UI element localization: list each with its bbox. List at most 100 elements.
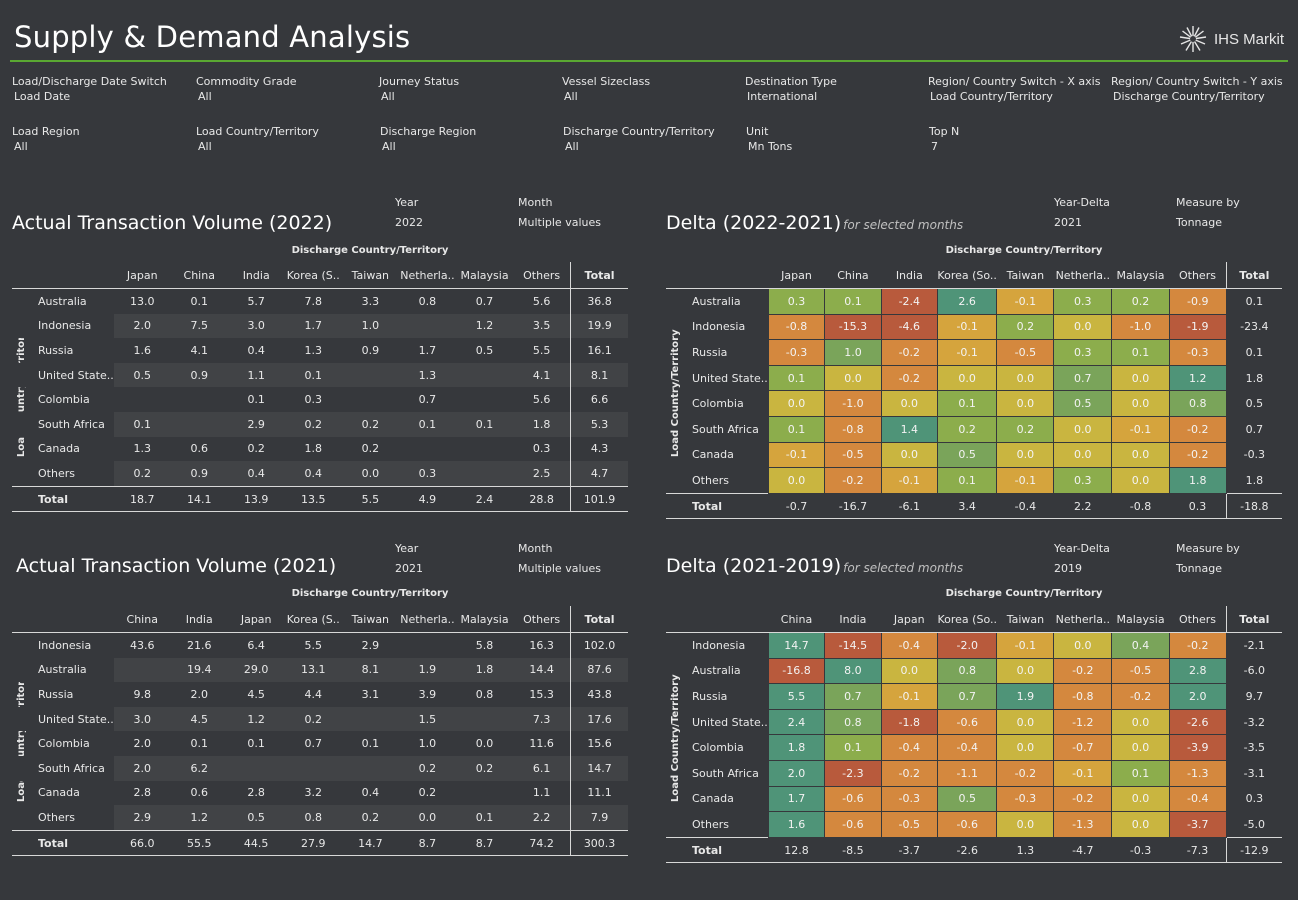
heatmap-cell[interactable]: -0.5 <box>824 441 882 469</box>
table-cell[interactable]: 3.3 <box>361 294 380 308</box>
column-total-cell[interactable]: 12.8 <box>768 836 825 864</box>
heatmap-cell[interactable]: -1.0 <box>1111 313 1170 341</box>
heatmap-cell[interactable]: 0.0 <box>1053 415 1113 443</box>
column-total-cell[interactable]: 2.4 <box>456 485 514 513</box>
row-total-cell[interactable]: 36.8 <box>570 288 628 314</box>
table-cell[interactable]: 1.1 <box>532 786 551 800</box>
filter-date-switch[interactable]: Load/Discharge Date Switch Load Date <box>12 75 167 103</box>
heatmap-cell[interactable]: -0.1 <box>996 467 1055 494</box>
heatmap-cell[interactable]: 0.1 <box>824 734 882 761</box>
heatmap-cell[interactable]: 1.8 <box>1168 467 1227 494</box>
table-cell[interactable]: 43.6 <box>129 638 155 652</box>
table-cell[interactable]: 0.2 <box>456 755 514 781</box>
heatmap-cell[interactable]: 0.0 <box>880 657 938 685</box>
column-total-cell[interactable]: 8.7 <box>456 829 514 857</box>
row-header[interactable]: Others <box>692 817 729 831</box>
grand-total-cell[interactable]: 300.3 <box>570 829 628 857</box>
row-header[interactable]: Russia <box>38 343 74 357</box>
table-cell[interactable] <box>170 411 228 437</box>
column-total-cell[interactable]: 28.8 <box>513 485 571 513</box>
table-cell[interactable]: 1.0 <box>418 737 437 751</box>
row-total-cell[interactable]: 14.7 <box>570 755 628 781</box>
column-header[interactable]: Others <box>513 606 571 633</box>
row-total-cell[interactable]: 19.9 <box>570 313 628 339</box>
column-total-cell[interactable]: 3.4 <box>937 492 997 520</box>
table-cell[interactable]: 0.7 <box>304 737 322 751</box>
table-cell[interactable] <box>398 313 456 339</box>
row-header[interactable]: Australia <box>12 657 114 683</box>
param-measure-by-2[interactable]: Measure by Tonnage <box>1176 542 1240 575</box>
row-header[interactable]: Indonesia <box>692 320 746 334</box>
filter-commodity-grade[interactable]: Commodity Grade All <box>196 75 297 103</box>
table-cell[interactable] <box>456 387 513 412</box>
heatmap-cell[interactable]: -3.7 <box>1168 811 1227 838</box>
heatmap-cell[interactable]: 0.3 <box>1053 339 1113 366</box>
column-header[interactable]: Japan <box>881 606 938 633</box>
heatmap-cell[interactable]: 0.5 <box>936 785 998 813</box>
heatmap-cell[interactable]: 0.2 <box>1111 288 1170 315</box>
table-cell[interactable]: 0.5 <box>227 805 285 831</box>
heatmap-cell[interactable]: 0.0 <box>996 708 1055 736</box>
table-cell[interactable]: 0.4 <box>227 461 285 487</box>
table-cell[interactable]: 1.3 <box>398 362 456 388</box>
column-total-cell[interactable]: -2.6 <box>937 836 997 864</box>
heatmap-cell[interactable]: -0.1 <box>996 288 1055 315</box>
row-total-cell[interactable]: 1.8 <box>1225 365 1282 391</box>
table-cell[interactable]: 4.1 <box>190 343 208 357</box>
table-cell[interactable] <box>342 387 399 412</box>
heatmap-cell[interactable]: 0.0 <box>880 441 938 469</box>
table-cell[interactable]: 3.2 <box>304 786 322 800</box>
table-cell[interactable]: 0.8 <box>475 687 494 701</box>
table-cell[interactable]: 3.5 <box>513 313 571 339</box>
column-header[interactable]: Malaysia <box>1111 606 1170 633</box>
heatmap-cell[interactable]: 0.0 <box>996 657 1055 685</box>
table-cell[interactable]: 0.2 <box>113 461 171 487</box>
column-header[interactable]: Japan <box>113 262 171 289</box>
heatmap-cell[interactable]: -4.6 <box>880 313 938 341</box>
grand-total-cell[interactable]: -18.8 <box>1225 492 1282 520</box>
table-cell[interactable]: 0.1 <box>361 737 380 751</box>
column-header[interactable]: Malaysia <box>456 262 514 289</box>
row-header[interactable]: Canada <box>692 448 734 462</box>
column-total-cell[interactable]: 4.9 <box>398 485 456 513</box>
table-cell[interactable]: 5.5 <box>304 638 322 652</box>
row-header[interactable]: Russia <box>692 689 728 703</box>
column-total-cell[interactable]: -16.7 <box>824 492 882 520</box>
table-cell[interactable]: 1.8 <box>304 442 322 456</box>
table-cell[interactable]: 0.8 <box>418 294 437 308</box>
row-header[interactable]: Colombia <box>38 393 90 407</box>
table-cell[interactable]: 0.2 <box>247 442 265 456</box>
column-total-cell[interactable]: 0.3 <box>1169 492 1227 520</box>
table-cell[interactable]: 2.5 <box>513 461 571 487</box>
heatmap-cell[interactable]: -0.4 <box>936 734 998 761</box>
heatmap-cell[interactable]: 0.8 <box>936 657 998 685</box>
heatmap-cell[interactable]: -0.3 <box>767 339 826 366</box>
table-cell[interactable]: 1.9 <box>398 657 456 683</box>
heatmap-cell[interactable]: -0.1 <box>880 683 938 710</box>
table-cell[interactable]: 13.0 <box>129 294 155 308</box>
column-total-cell[interactable]: 13.9 <box>227 485 285 513</box>
row-header[interactable]: Canada <box>38 786 80 800</box>
heatmap-cell[interactable]: -2.4 <box>880 288 938 315</box>
heatmap-cell[interactable]: -0.4 <box>1168 785 1227 813</box>
row-total-cell[interactable]: -2.1 <box>1225 632 1282 659</box>
table-cell[interactable]: 0.3 <box>304 393 322 407</box>
table-cell[interactable]: 0.5 <box>113 362 171 388</box>
column-total-cell[interactable]: 14.7 <box>341 829 399 857</box>
row-total-cell[interactable]: 5.3 <box>570 411 628 437</box>
row-header[interactable]: South Africa <box>692 422 759 436</box>
heatmap-cell[interactable]: -0.1 <box>1053 759 1113 787</box>
heatmap-cell[interactable]: -15.3 <box>824 313 882 341</box>
table-cell[interactable] <box>284 755 342 781</box>
heatmap-cell[interactable]: 0.0 <box>880 390 938 417</box>
heatmap-cell[interactable]: 0.5 <box>1053 390 1113 417</box>
heatmap-cell[interactable]: 0.2 <box>996 313 1055 341</box>
table-cell[interactable]: 0.1 <box>113 411 171 437</box>
heatmap-cell[interactable]: -0.1 <box>936 339 998 366</box>
table-cell[interactable]: 6.2 <box>170 755 228 781</box>
filter-x-axis-switch[interactable]: Region/ Country Switch - X axis Load Coun… <box>928 75 1101 103</box>
table-cell[interactable] <box>341 706 399 732</box>
column-header[interactable]: Netherla.. <box>398 606 456 633</box>
row-total-cell[interactable]: 4.7 <box>570 461 628 487</box>
row-total-cell[interactable]: 0.3 <box>1225 786 1282 812</box>
